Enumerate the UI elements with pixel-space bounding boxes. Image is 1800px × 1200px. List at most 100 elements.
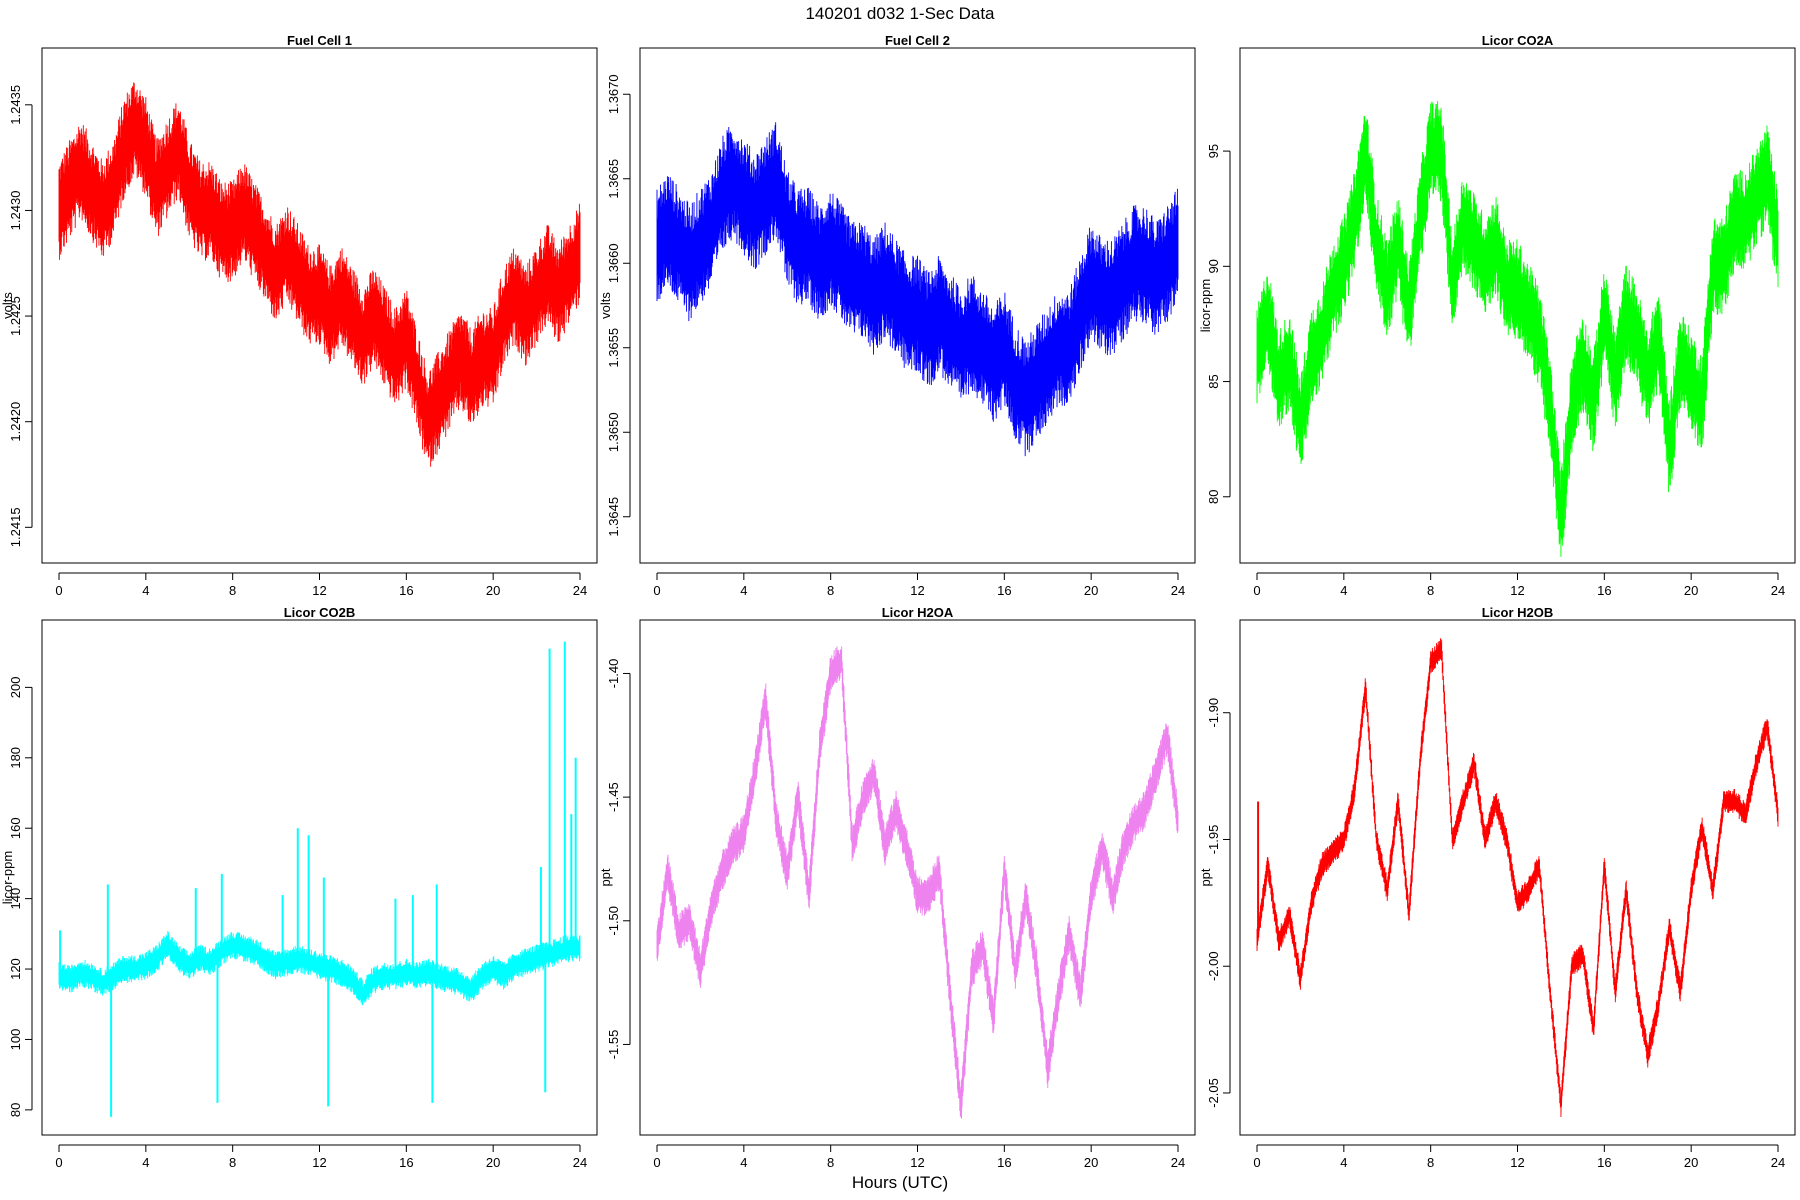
- series-line: [656, 122, 1179, 457]
- x-tick-label: 12: [910, 583, 924, 598]
- y-tick-label: -1.95: [1206, 825, 1221, 855]
- series-line: [58, 82, 581, 467]
- y-axis-label: ppt: [598, 868, 613, 886]
- x-tick-label: 8: [827, 583, 834, 598]
- y-tick-label: -1.40: [606, 659, 621, 689]
- panel-title: Licor CO2B: [284, 605, 356, 620]
- x-tick-label: 8: [1427, 583, 1434, 598]
- chart-panel: Licor CO2B licor-ppm 0 4 8 12 16 20 24 80 100 120 14…: [0, 605, 598, 1170]
- x-tick-label: 24: [1171, 583, 1185, 598]
- y-tick-label: 1.3655: [606, 328, 621, 368]
- series-line: [656, 646, 1179, 1119]
- x-tick-label: 12: [312, 1155, 326, 1170]
- y-tick-label: 95: [1206, 144, 1221, 158]
- x-tick-label: 24: [573, 583, 587, 598]
- y-tick-label: 80: [1206, 490, 1221, 504]
- y-tick-label: -2.00: [1206, 951, 1221, 981]
- x-tick-label: 0: [653, 583, 660, 598]
- x-tick-label: 12: [1510, 1155, 1524, 1170]
- x-tick-label: 20: [1684, 1155, 1698, 1170]
- x-tick-label: 0: [1253, 1155, 1260, 1170]
- panel-title: Fuel Cell 2: [885, 33, 950, 48]
- plot-frame: [41, 619, 598, 1136]
- y-tick-label: 1.3670: [606, 74, 621, 114]
- x-tick-label: 16: [1597, 1155, 1611, 1170]
- y-tick-label: 1.2415: [8, 507, 23, 547]
- y-tick-label: 1.2435: [8, 85, 23, 125]
- x-tick-label: 20: [486, 583, 500, 598]
- y-axis-label: licor-ppm: [1198, 279, 1213, 332]
- panel-title: Fuel Cell 1: [287, 33, 352, 48]
- x-tick-label: 8: [827, 1155, 834, 1170]
- y-tick-label: 1.2425: [8, 296, 23, 336]
- x-tick-label: 0: [55, 1155, 62, 1170]
- x-tick-label: 4: [740, 583, 747, 598]
- panel-title: Licor CO2A: [1482, 33, 1554, 48]
- chart-panel: Licor H2OA ppt 0 4 8 12 16 20 24 -1.55 -1.50 -1.45 -…: [598, 605, 1196, 1170]
- x-tick-label: 0: [1253, 583, 1260, 598]
- y-tick-label: 85: [1206, 374, 1221, 388]
- x-tick-label: 12: [910, 1155, 924, 1170]
- y-tick-label: 1.3645: [606, 497, 621, 537]
- x-tick-label: 8: [229, 1155, 236, 1170]
- x-tick-label: 8: [229, 583, 236, 598]
- x-tick-label: 16: [1597, 583, 1611, 598]
- x-tick-label: 20: [1084, 583, 1098, 598]
- plot-frame: [639, 619, 1196, 1136]
- x-tick-label: 16: [997, 583, 1011, 598]
- plot-frame: [41, 47, 598, 564]
- series-line: [1256, 101, 1779, 557]
- x-tick-label: 24: [573, 1155, 587, 1170]
- series-line: [58, 930, 581, 1006]
- y-tick-label: -1.50: [606, 906, 621, 936]
- y-axis-label: ppt: [1198, 868, 1213, 886]
- x-tick-label: 0: [653, 1155, 660, 1170]
- panel-grid: Fuel Cell 1 volts 0 4 8 12 16 20 24 1.2415 1.2420 1…: [0, 33, 1796, 1170]
- figure-xlabel: Hours (UTC): [852, 1173, 948, 1192]
- y-tick-label: 1.3665: [606, 159, 621, 199]
- y-tick-label: 1.2420: [8, 402, 23, 442]
- y-tick-label: 160: [8, 817, 23, 839]
- chart-panel: Licor CO2A licor-ppm 0 4 8 12 16 20 24 80 85 90 95: [1198, 33, 1796, 598]
- y-tick-label: -1.45: [606, 782, 621, 812]
- x-tick-label: 8: [1427, 1155, 1434, 1170]
- x-tick-label: 12: [312, 583, 326, 598]
- y-tick-label: 200: [8, 677, 23, 699]
- plot-frame: [639, 47, 1196, 564]
- x-tick-label: 20: [1684, 583, 1698, 598]
- x-tick-label: 12: [1510, 583, 1524, 598]
- y-axis-label: licor-ppm: [0, 851, 15, 904]
- x-tick-label: 4: [1340, 1155, 1347, 1170]
- x-tick-label: 20: [1084, 1155, 1098, 1170]
- y-axis-label: volts: [0, 292, 15, 319]
- figure-title: 140201 d032 1-Sec Data: [805, 4, 995, 23]
- x-tick-label: 24: [1771, 1155, 1785, 1170]
- y-tick-label: 1.2430: [8, 191, 23, 231]
- x-tick-label: 0: [55, 583, 62, 598]
- panel-title: Licor H2OA: [882, 605, 954, 620]
- y-axis-label: volts: [598, 292, 613, 319]
- y-tick-label: 180: [8, 747, 23, 769]
- panel-title: Licor H2OB: [1482, 605, 1554, 620]
- x-tick-label: 16: [399, 583, 413, 598]
- y-tick-label: 80: [8, 1103, 23, 1117]
- plot-frame: [1239, 619, 1796, 1136]
- x-tick-label: 16: [997, 1155, 1011, 1170]
- x-tick-label: 4: [142, 1155, 149, 1170]
- y-tick-label: 1.3650: [606, 412, 621, 452]
- x-tick-label: 24: [1771, 583, 1785, 598]
- y-tick-label: 120: [8, 958, 23, 980]
- x-tick-label: 4: [142, 583, 149, 598]
- y-tick-label: -2.05: [1206, 1078, 1221, 1108]
- x-tick-label: 24: [1171, 1155, 1185, 1170]
- x-tick-label: 4: [1340, 583, 1347, 598]
- y-tick-label: -1.90: [1206, 698, 1221, 728]
- series-line: [1256, 638, 1779, 1117]
- y-tick-label: 100: [8, 1029, 23, 1051]
- y-tick-label: 90: [1206, 259, 1221, 273]
- x-tick-label: 20: [486, 1155, 500, 1170]
- y-tick-label: 1.3660: [606, 243, 621, 283]
- x-tick-label: 4: [740, 1155, 747, 1170]
- x-tick-label: 16: [399, 1155, 413, 1170]
